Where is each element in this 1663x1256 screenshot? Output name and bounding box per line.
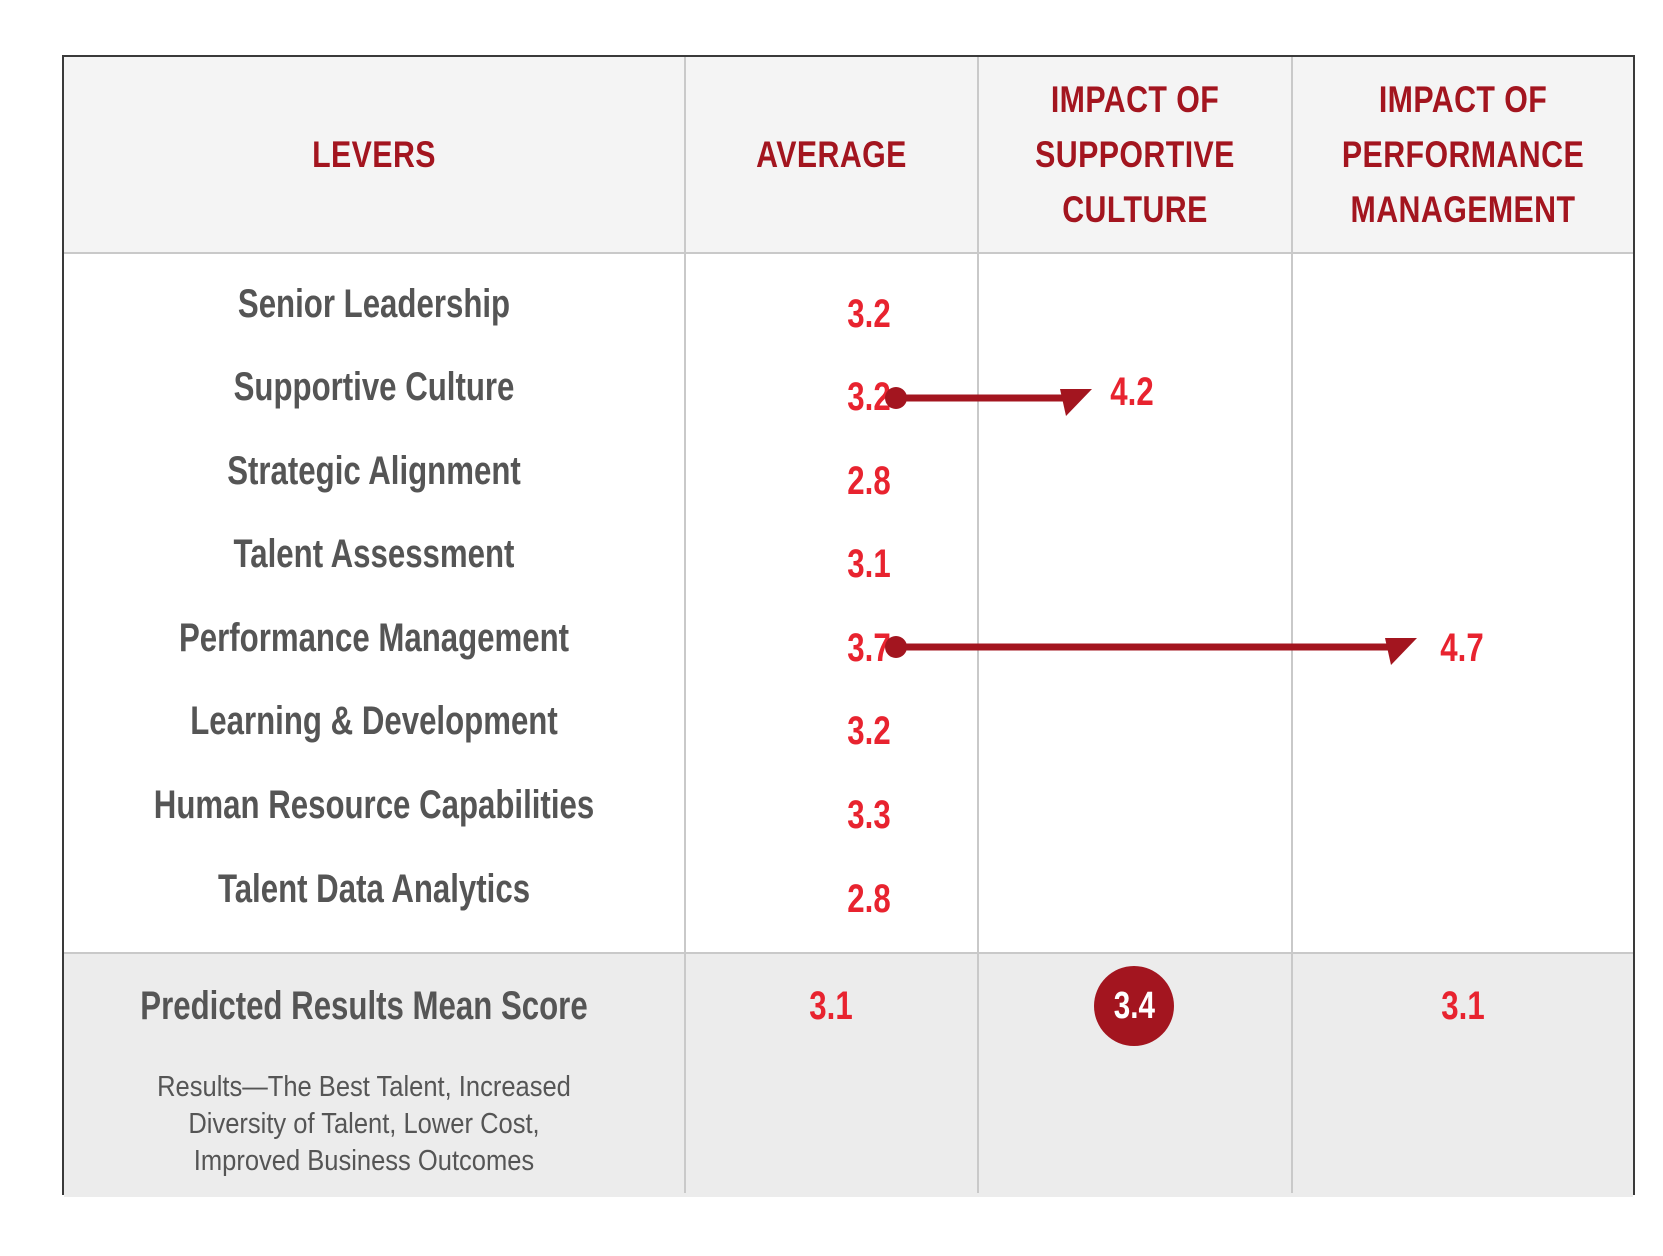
header-impact-performance-management: IMPACT OF PERFORMANCE MANAGEMENT — [1324, 57, 1603, 252]
header-average-label: AVERAGE — [756, 134, 907, 175]
table-summary-row — [64, 952, 1633, 1197]
impact-value-performance-management: 4.7 — [1440, 626, 1484, 670]
lever-label: Human Resource Capabilities — [153, 783, 595, 827]
average-value: 3.3 — [847, 793, 891, 837]
header-levers: LEVERS — [120, 57, 628, 252]
summary-impact-culture-badge: 3.4 — [1094, 966, 1174, 1046]
summary-description: Results—The Best Talent, Increased Diver… — [100, 1069, 628, 1180]
summary-description-line: Improved Business Outcomes — [193, 1145, 535, 1177]
header-levers-label: LEVERS — [312, 134, 436, 175]
results-table: LEVERS AVERAGE IMPACT OF SUPPORTIVE CULT… — [62, 55, 1635, 1197]
column-divider — [977, 57, 979, 1193]
average-value: 2.8 — [847, 877, 891, 921]
lever-label: Learning & Development — [190, 699, 558, 743]
table-header-row — [64, 57, 1633, 254]
average-value: 3.2 — [847, 709, 891, 753]
lever-label: Senior Leadership — [237, 282, 511, 326]
lever-label: Strategic Alignment — [227, 449, 521, 493]
summary-label: Predicted Results Mean Score — [140, 984, 588, 1028]
lever-label: Supportive Culture — [233, 365, 515, 409]
header-average: AVERAGE — [712, 57, 951, 252]
header-line: IMPACT OF — [1050, 79, 1220, 120]
average-value: 3.2 — [847, 292, 891, 336]
average-value: 3.2 — [847, 375, 891, 419]
header-impact-supportive-culture: IMPACT OF SUPPORTIVE CULTURE — [1007, 57, 1263, 252]
lever-label: Talent Data Analytics — [217, 867, 531, 911]
summary-description-line: Diversity of Talent, Lower Cost, — [188, 1108, 540, 1140]
lever-label: Talent Assessment — [233, 532, 515, 576]
column-divider — [1291, 57, 1293, 1193]
header-line: IMPACT OF — [1378, 79, 1548, 120]
header-line: MANAGEMENT — [1350, 189, 1576, 230]
column-divider — [684, 57, 686, 1193]
header-line: SUPPORTIVE — [1035, 134, 1235, 175]
header-line: CULTURE — [1062, 189, 1208, 230]
header-line: PERFORMANCE — [1341, 134, 1585, 175]
average-value: 2.8 — [847, 459, 891, 503]
lever-label: Performance Management — [178, 616, 570, 660]
average-value: 3.7 — [847, 626, 891, 670]
summary-impact-performance-value: 3.1 — [1441, 984, 1485, 1028]
impact-value-supportive-culture: 4.2 — [1110, 370, 1154, 414]
summary-impact-culture-value: 3.4 — [1113, 984, 1155, 1027]
average-value: 3.1 — [847, 542, 891, 586]
summary-description-line: Results—The Best Talent, Increased — [157, 1071, 571, 1103]
summary-average-value: 3.1 — [809, 984, 853, 1028]
